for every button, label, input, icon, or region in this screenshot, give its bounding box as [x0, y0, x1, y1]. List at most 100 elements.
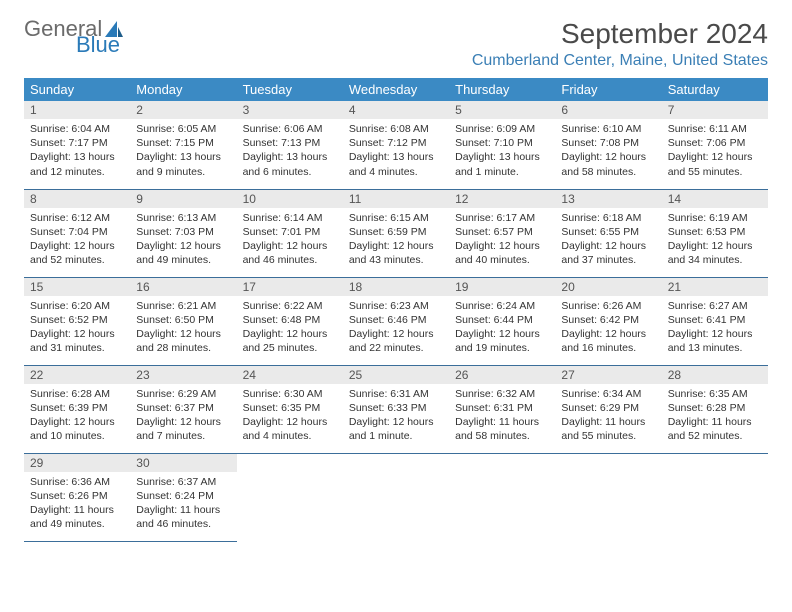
day-body: Sunrise: 6:19 AMSunset: 6:53 PMDaylight:… [662, 208, 768, 274]
day-body: Sunrise: 6:17 AMSunset: 6:57 PMDaylight:… [449, 208, 555, 274]
daylight-text: Daylight: 12 hours and 40 minutes. [455, 239, 549, 267]
day-body: Sunrise: 6:10 AMSunset: 7:08 PMDaylight:… [555, 119, 661, 185]
calendar-day-cell: 13Sunrise: 6:18 AMSunset: 6:55 PMDayligh… [555, 189, 661, 277]
day-number: 22 [24, 366, 130, 384]
daylight-text: Daylight: 12 hours and 28 minutes. [136, 327, 230, 355]
daylight-text: Daylight: 12 hours and 52 minutes. [30, 239, 124, 267]
sunset-text: Sunset: 6:55 PM [561, 225, 655, 239]
sunset-text: Sunset: 6:37 PM [136, 401, 230, 415]
daylight-text: Daylight: 11 hours and 55 minutes. [561, 415, 655, 443]
calendar-week-row: 15Sunrise: 6:20 AMSunset: 6:52 PMDayligh… [24, 277, 768, 365]
sunset-text: Sunset: 7:04 PM [30, 225, 124, 239]
sunset-text: Sunset: 6:35 PM [243, 401, 337, 415]
calendar-week-row: 29Sunrise: 6:36 AMSunset: 6:26 PMDayligh… [24, 453, 768, 541]
calendar-day-cell: 3Sunrise: 6:06 AMSunset: 7:13 PMDaylight… [237, 101, 343, 189]
calendar-day-cell: 2Sunrise: 6:05 AMSunset: 7:15 PMDaylight… [130, 101, 236, 189]
calendar-day-cell: 27Sunrise: 6:34 AMSunset: 6:29 PMDayligh… [555, 365, 661, 453]
daylight-text: Daylight: 12 hours and 31 minutes. [30, 327, 124, 355]
sunrise-text: Sunrise: 6:28 AM [30, 387, 124, 401]
sunset-text: Sunset: 7:12 PM [349, 136, 443, 150]
calendar-day-cell [237, 453, 343, 541]
calendar-week-row: 22Sunrise: 6:28 AMSunset: 6:39 PMDayligh… [24, 365, 768, 453]
daylight-text: Daylight: 11 hours and 58 minutes. [455, 415, 549, 443]
sunrise-text: Sunrise: 6:06 AM [243, 122, 337, 136]
logo: General Blue [24, 18, 124, 56]
sunrise-text: Sunrise: 6:14 AM [243, 211, 337, 225]
sunrise-text: Sunrise: 6:34 AM [561, 387, 655, 401]
daylight-text: Daylight: 11 hours and 49 minutes. [30, 503, 124, 531]
calendar-day-cell: 11Sunrise: 6:15 AMSunset: 6:59 PMDayligh… [343, 189, 449, 277]
day-body: Sunrise: 6:08 AMSunset: 7:12 PMDaylight:… [343, 119, 449, 185]
day-number: 23 [130, 366, 236, 384]
sunset-text: Sunset: 6:33 PM [349, 401, 443, 415]
daylight-text: Daylight: 12 hours and 46 minutes. [243, 239, 337, 267]
sunrise-text: Sunrise: 6:10 AM [561, 122, 655, 136]
daylight-text: Daylight: 13 hours and 9 minutes. [136, 150, 230, 178]
sunrise-text: Sunrise: 6:31 AM [349, 387, 443, 401]
calendar-day-cell: 19Sunrise: 6:24 AMSunset: 6:44 PMDayligh… [449, 277, 555, 365]
sunrise-text: Sunrise: 6:36 AM [30, 475, 124, 489]
day-number: 8 [24, 190, 130, 208]
day-number: 4 [343, 101, 449, 119]
sunset-text: Sunset: 6:26 PM [30, 489, 124, 503]
day-number: 27 [555, 366, 661, 384]
day-body: Sunrise: 6:12 AMSunset: 7:04 PMDaylight:… [24, 208, 130, 274]
day-body: Sunrise: 6:32 AMSunset: 6:31 PMDaylight:… [449, 384, 555, 450]
day-number: 19 [449, 278, 555, 296]
daylight-text: Daylight: 13 hours and 12 minutes. [30, 150, 124, 178]
daylight-text: Daylight: 12 hours and 34 minutes. [668, 239, 762, 267]
sunset-text: Sunset: 6:48 PM [243, 313, 337, 327]
sunset-text: Sunset: 6:46 PM [349, 313, 443, 327]
sunrise-text: Sunrise: 6:37 AM [136, 475, 230, 489]
calendar-day-cell: 14Sunrise: 6:19 AMSunset: 6:53 PMDayligh… [662, 189, 768, 277]
calendar-day-cell: 15Sunrise: 6:20 AMSunset: 6:52 PMDayligh… [24, 277, 130, 365]
calendar-day-cell: 9Sunrise: 6:13 AMSunset: 7:03 PMDaylight… [130, 189, 236, 277]
calendar-day-cell [449, 453, 555, 541]
daylight-text: Daylight: 12 hours and 13 minutes. [668, 327, 762, 355]
day-number: 10 [237, 190, 343, 208]
day-body: Sunrise: 6:35 AMSunset: 6:28 PMDaylight:… [662, 384, 768, 450]
calendar-day-cell: 18Sunrise: 6:23 AMSunset: 6:46 PMDayligh… [343, 277, 449, 365]
day-number: 21 [662, 278, 768, 296]
day-number: 18 [343, 278, 449, 296]
sunset-text: Sunset: 6:41 PM [668, 313, 762, 327]
sunset-text: Sunset: 6:42 PM [561, 313, 655, 327]
calendar-day-cell: 16Sunrise: 6:21 AMSunset: 6:50 PMDayligh… [130, 277, 236, 365]
sunrise-text: Sunrise: 6:21 AM [136, 299, 230, 313]
daylight-text: Daylight: 12 hours and 55 minutes. [668, 150, 762, 178]
sunset-text: Sunset: 6:52 PM [30, 313, 124, 327]
calendar-day-cell [662, 453, 768, 541]
day-number: 5 [449, 101, 555, 119]
sunrise-text: Sunrise: 6:17 AM [455, 211, 549, 225]
sunset-text: Sunset: 7:13 PM [243, 136, 337, 150]
sunrise-text: Sunrise: 6:24 AM [455, 299, 549, 313]
calendar-day-cell: 10Sunrise: 6:14 AMSunset: 7:01 PMDayligh… [237, 189, 343, 277]
calendar-day-cell: 22Sunrise: 6:28 AMSunset: 6:39 PMDayligh… [24, 365, 130, 453]
sunset-text: Sunset: 6:28 PM [668, 401, 762, 415]
calendar-day-cell: 4Sunrise: 6:08 AMSunset: 7:12 PMDaylight… [343, 101, 449, 189]
day-body: Sunrise: 6:31 AMSunset: 6:33 PMDaylight:… [343, 384, 449, 450]
calendar-day-cell: 12Sunrise: 6:17 AMSunset: 6:57 PMDayligh… [449, 189, 555, 277]
sunset-text: Sunset: 7:10 PM [455, 136, 549, 150]
day-number: 11 [343, 190, 449, 208]
calendar-day-cell: 7Sunrise: 6:11 AMSunset: 7:06 PMDaylight… [662, 101, 768, 189]
day-number: 1 [24, 101, 130, 119]
sunset-text: Sunset: 6:53 PM [668, 225, 762, 239]
daylight-text: Daylight: 13 hours and 4 minutes. [349, 150, 443, 178]
sunrise-text: Sunrise: 6:05 AM [136, 122, 230, 136]
sunrise-text: Sunrise: 6:22 AM [243, 299, 337, 313]
day-body: Sunrise: 6:22 AMSunset: 6:48 PMDaylight:… [237, 296, 343, 362]
calendar-day-cell: 20Sunrise: 6:26 AMSunset: 6:42 PMDayligh… [555, 277, 661, 365]
sunrise-text: Sunrise: 6:19 AM [668, 211, 762, 225]
weekday-header: Monday [130, 78, 236, 101]
day-number: 9 [130, 190, 236, 208]
title-block: September 2024 Cumberland Center, Maine,… [472, 18, 768, 70]
sunrise-text: Sunrise: 6:20 AM [30, 299, 124, 313]
day-number: 12 [449, 190, 555, 208]
sunrise-text: Sunrise: 6:09 AM [455, 122, 549, 136]
daylight-text: Daylight: 13 hours and 1 minute. [455, 150, 549, 178]
sunrise-text: Sunrise: 6:29 AM [136, 387, 230, 401]
calendar-day-cell [555, 453, 661, 541]
day-body: Sunrise: 6:34 AMSunset: 6:29 PMDaylight:… [555, 384, 661, 450]
daylight-text: Daylight: 12 hours and 1 minute. [349, 415, 443, 443]
